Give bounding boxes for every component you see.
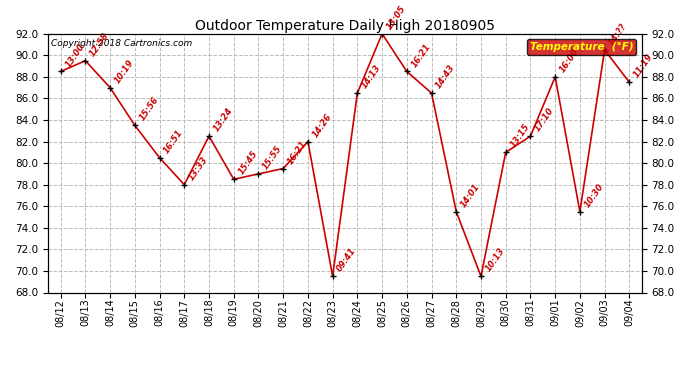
Text: 12:58: 12:58 bbox=[88, 31, 111, 58]
Text: 09:41: 09:41 bbox=[335, 246, 358, 273]
Text: 16:51: 16:51 bbox=[162, 128, 185, 155]
Text: 16:21: 16:21 bbox=[286, 138, 308, 166]
Text: 14:??: 14:?? bbox=[607, 22, 629, 47]
Text: 14:01: 14:01 bbox=[459, 182, 482, 209]
Text: 15:55: 15:55 bbox=[262, 144, 284, 171]
Text: Copyright 2018 Cartronics.com: Copyright 2018 Cartronics.com bbox=[51, 39, 193, 48]
Text: 16:21: 16:21 bbox=[410, 42, 433, 69]
Text: 13:24: 13:24 bbox=[212, 106, 235, 134]
Text: 10:19: 10:19 bbox=[113, 58, 136, 85]
Text: 13:15: 13:15 bbox=[509, 122, 531, 150]
Text: 13:05: 13:05 bbox=[385, 4, 408, 31]
Text: 10:30: 10:30 bbox=[582, 182, 605, 209]
Text: 13:33: 13:33 bbox=[187, 155, 210, 182]
Text: 16:00: 16:00 bbox=[558, 47, 581, 74]
Text: 13:00: 13:00 bbox=[63, 42, 86, 69]
Title: Outdoor Temperature Daily High 20180905: Outdoor Temperature Daily High 20180905 bbox=[195, 19, 495, 33]
Text: 11:19: 11:19 bbox=[632, 52, 655, 80]
Text: 10:13: 10:13 bbox=[484, 246, 506, 273]
Text: 14:13: 14:13 bbox=[360, 63, 383, 90]
Text: 15:45: 15:45 bbox=[237, 149, 259, 177]
Text: 14:43: 14:43 bbox=[434, 63, 457, 90]
Text: 15:56: 15:56 bbox=[137, 95, 160, 123]
Text: 17:10: 17:10 bbox=[533, 106, 556, 134]
Legend: Temperature  (°F): Temperature (°F) bbox=[526, 39, 636, 55]
Text: 14:26: 14:26 bbox=[310, 112, 333, 139]
